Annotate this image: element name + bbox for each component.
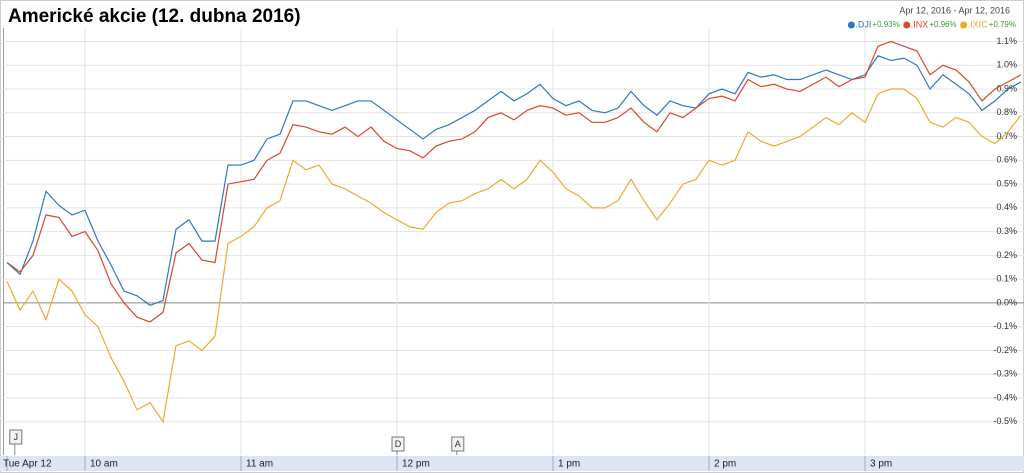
annotation-label: J	[14, 432, 19, 442]
annotation-label: D	[395, 439, 402, 449]
x-tick-label: 3 pm	[870, 459, 892, 470]
legend-marker	[847, 21, 855, 29]
legend-change: +0.93%	[872, 20, 899, 29]
y-tick-label: 0.2%	[996, 250, 1017, 260]
legend-marker	[903, 21, 911, 29]
x-tick-label: 1 pm	[558, 459, 580, 470]
y-tick-label: 0.5%	[996, 178, 1017, 188]
legend-name: .DJI	[855, 19, 871, 29]
annotation-label: A	[455, 439, 461, 449]
y-tick-label: -0.2%	[993, 345, 1017, 355]
y-tick-label: 1.1%	[996, 36, 1017, 46]
annotation-flag	[451, 436, 465, 452]
annotation-flag	[391, 436, 405, 452]
legend-name: .IXIC	[968, 19, 989, 29]
date-range: Apr 12, 2016 - Apr 12, 2016	[899, 5, 1010, 15]
series-line	[6, 40, 1022, 323]
legend-name: .INX	[911, 19, 929, 29]
legend-change: +0.79%	[989, 20, 1016, 29]
y-tick-label: -0.4%	[993, 392, 1017, 402]
y-tick-label: 0.4%	[996, 202, 1017, 212]
y-tick-label: 1.0%	[996, 60, 1017, 70]
y-tick-label: 0.7%	[996, 131, 1017, 141]
x-tick-label: 11 am	[246, 459, 273, 470]
y-tick-label: -0.5%	[993, 416, 1017, 426]
annotation-flag	[9, 429, 23, 445]
series-line	[6, 88, 1022, 424]
y-tick-label: -0.3%	[993, 369, 1017, 379]
y-tick-label: 0.0%	[996, 297, 1017, 307]
y-tick-label: 0.3%	[996, 226, 1017, 236]
chart-title: Americké akcie (12. dubna 2016)	[8, 6, 301, 27]
x-tick-label: 10 am	[90, 459, 118, 470]
x-tick-label: Tue Apr 12	[3, 459, 52, 470]
legend-change: +0.96%	[929, 20, 956, 29]
x-tick-label: 12 pm	[402, 459, 430, 470]
legend-marker	[960, 21, 968, 29]
y-tick-label: 0.6%	[996, 155, 1017, 165]
x-tick-label: 2 pm	[714, 459, 736, 470]
y-tick-label: 0.1%	[996, 274, 1017, 284]
y-tick-label: -0.1%	[993, 321, 1017, 331]
y-tick-label: 0.8%	[996, 107, 1017, 117]
y-tick-label: 0.9%	[996, 83, 1017, 93]
x-axis-bar	[0, 456, 1024, 471]
